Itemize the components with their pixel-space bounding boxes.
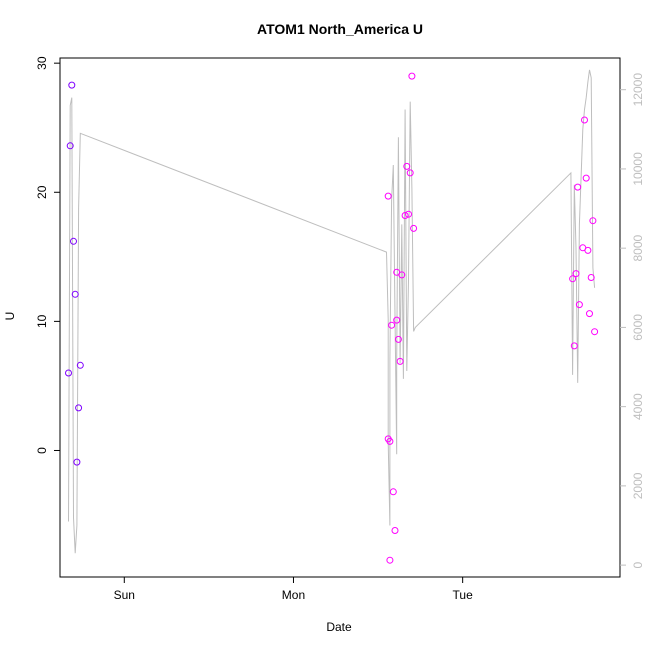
data-point [70, 237, 77, 245]
data-point [575, 301, 583, 309]
data-point [396, 357, 404, 365]
y-axis-label: U [3, 312, 17, 321]
data-point [591, 328, 599, 336]
x-tick-label: Sun [114, 588, 135, 602]
points-layer [65, 72, 599, 564]
plot-frame [59, 57, 621, 578]
data-point [68, 81, 76, 89]
data-point [587, 274, 595, 281]
data-point [403, 162, 411, 170]
data-point [581, 116, 588, 124]
data-point [388, 321, 396, 329]
right-axis-line-layer [68, 69, 596, 554]
data-point [572, 270, 580, 278]
data-point [586, 310, 593, 318]
y-tick-label: 0 [35, 447, 49, 454]
y-tick-label: 10 [35, 314, 49, 328]
data-point [589, 217, 597, 225]
x-tick-label: Mon [282, 588, 305, 602]
data-point [408, 72, 416, 80]
data-point [394, 335, 402, 343]
data-point [71, 290, 79, 298]
data-point [406, 169, 414, 177]
data-point [574, 183, 582, 191]
y2-tick-label: 12000 [631, 73, 645, 107]
y2-tick-label: 8000 [631, 234, 645, 261]
y-tick-label: 20 [35, 185, 49, 199]
data-point [75, 404, 83, 412]
data-point [65, 369, 72, 377]
chart-title: ATOM1 North_America U [257, 21, 423, 37]
data-point [582, 174, 590, 182]
data-point [405, 210, 412, 218]
data-point [398, 271, 406, 279]
y-tick-label: 30 [35, 56, 49, 70]
y2-tick-label: 6000 [631, 314, 645, 341]
data-point [401, 212, 409, 219]
y2-tick-label: 0 [631, 561, 645, 568]
series-line [68, 69, 596, 554]
data-point [386, 556, 394, 564]
x-axis: Sun Mon Tue [114, 577, 473, 602]
y2-tick-label: 10000 [631, 152, 645, 186]
data-point [66, 142, 74, 150]
y2-tick-label: 4000 [631, 393, 645, 420]
x-axis-label: Date [326, 620, 352, 634]
y-axis-right: 0 2000 4000 6000 8000 10000 12000 [620, 73, 645, 568]
data-point [73, 458, 81, 466]
data-point [76, 361, 84, 369]
x-tick-label: Tue [453, 588, 474, 602]
data-point [389, 488, 397, 496]
data-point [569, 275, 577, 283]
data-point [570, 342, 578, 350]
data-point [410, 224, 418, 232]
data-point [386, 437, 394, 445]
data-point [393, 316, 401, 324]
y-axis-left: 0 10 20 30 [35, 56, 60, 454]
y2-tick-label: 2000 [631, 472, 645, 499]
data-point [384, 192, 392, 200]
data-point [391, 527, 399, 534]
data-point [584, 246, 592, 254]
